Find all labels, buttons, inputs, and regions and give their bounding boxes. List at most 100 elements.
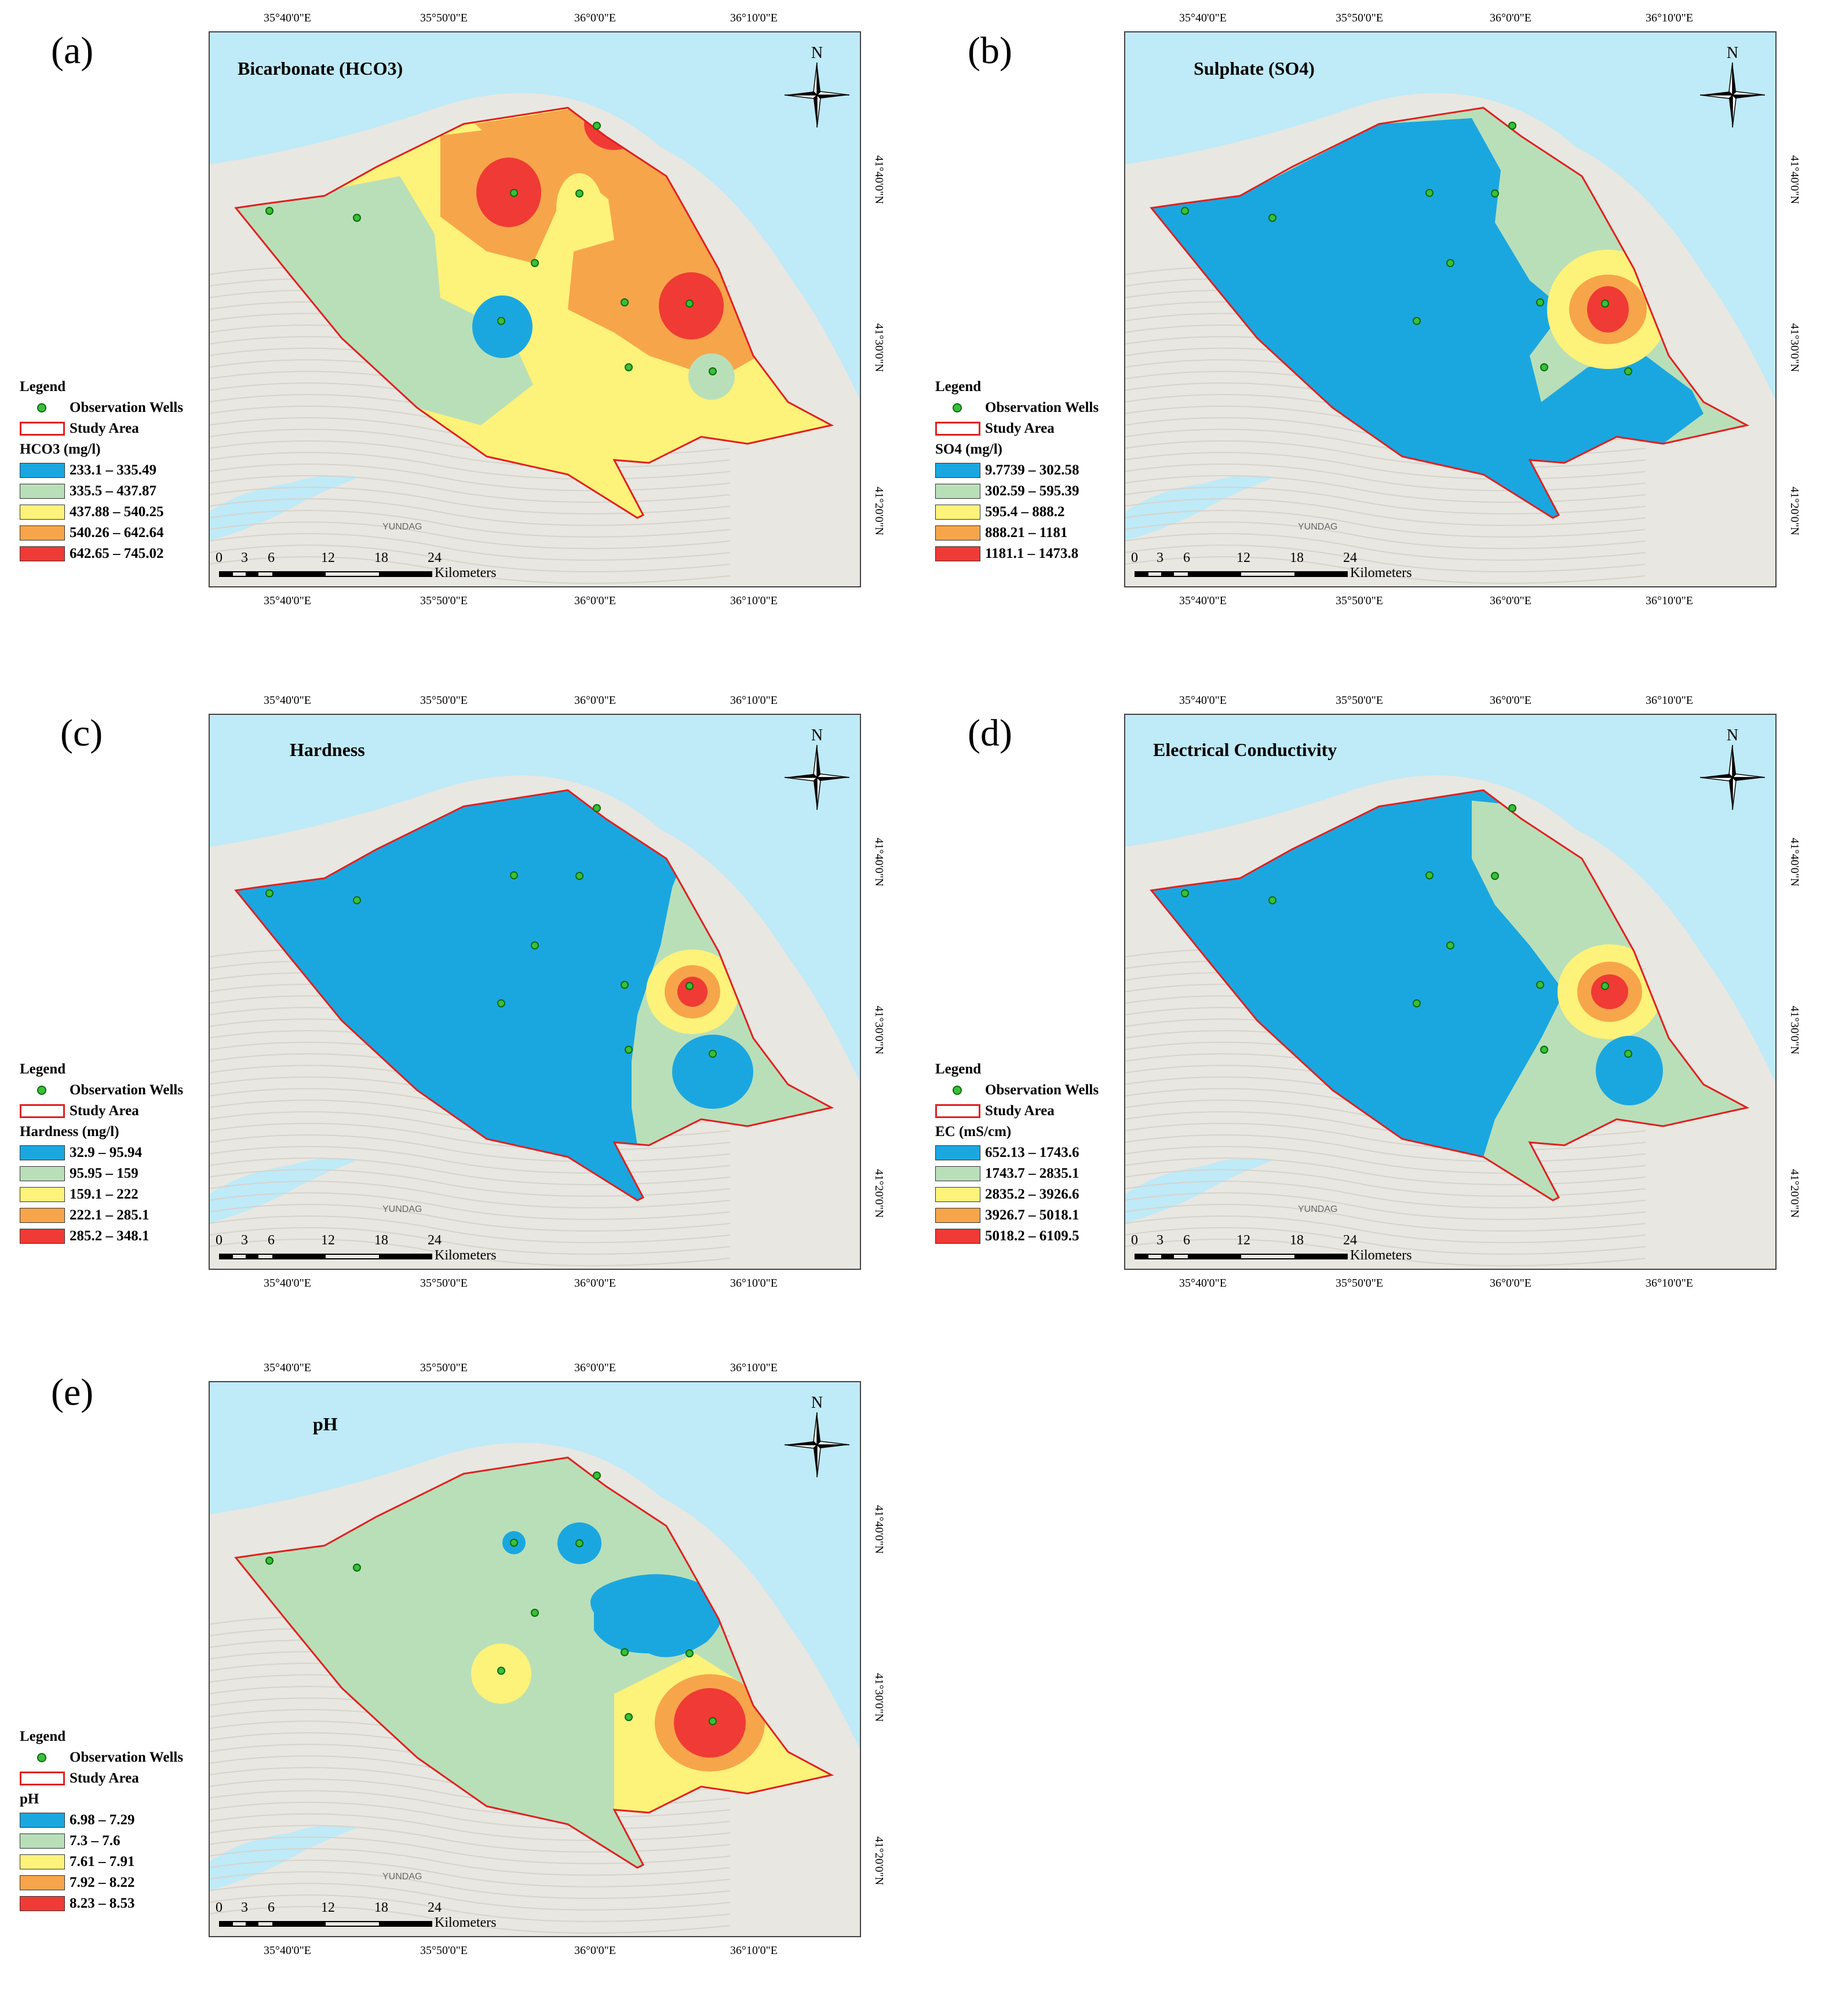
observation-well: [510, 189, 518, 197]
study-area-symbol-icon: [935, 1104, 980, 1118]
observation-well: [1624, 367, 1632, 375]
longitude-label: 36°0'0"E: [574, 12, 616, 24]
observation-well: [510, 1539, 518, 1547]
legend-heading: Legend: [935, 1061, 982, 1077]
legend-study-area: Study Area: [20, 1768, 183, 1789]
scale-tick-label: 0: [1131, 550, 1138, 565]
class-swatch: [20, 1229, 65, 1244]
longitude-label: 36°0'0"E: [574, 1944, 616, 1957]
legend-class-4: 888.21 – 1181: [935, 523, 1099, 543]
scale-tick-label: 24: [1343, 1233, 1357, 1248]
observation-well: [575, 872, 583, 880]
map-legend: Legend Observation Wells Study Area HCO3 (m…: [20, 377, 183, 564]
observation-well: [265, 1557, 273, 1565]
longitude-label: 35°40'0"E: [264, 1944, 311, 1957]
legend-class-3: 2835.2 – 3926.6: [935, 1184, 1099, 1205]
latitude-label: 41°30'0"N: [1788, 323, 1801, 372]
scale-tick-label: 24: [428, 1233, 442, 1248]
sea-area: [209, 714, 861, 1084]
legend-class-4: 7.92 – 8.22: [20, 1872, 183, 1893]
legend-class-2: 302.59 – 595.39: [935, 481, 1099, 502]
map-legend: Legend Observation Wells Study Area SO4 (mg…: [935, 377, 1099, 564]
latitude-label: 41°20'0"N: [1788, 1169, 1801, 1218]
observation-well: [1181, 889, 1189, 897]
observation-well: [1446, 941, 1454, 949]
legend-class-4: 222.1 – 285.1: [20, 1205, 183, 1226]
legend-parameter: Hardness (mg/l): [20, 1124, 119, 1140]
observation-well: [353, 896, 361, 904]
legend-class-2: 1743.7 – 2835.1: [935, 1163, 1099, 1184]
longitude-label: 36°0'0"E: [574, 694, 616, 707]
observation-well: [1413, 999, 1421, 1007]
well-symbol-icon: [37, 1753, 46, 1762]
map-legend: Legend Observation Wells Study Area Hardnes…: [20, 1059, 183, 1247]
observation-well: [709, 367, 717, 375]
longitude-label: 35°50'0"E: [1336, 1277, 1383, 1290]
class-swatch: [935, 1187, 980, 1202]
scale-tick-label: 12: [321, 1900, 335, 1915]
legend-class-1: 9.7739 – 302.58: [935, 460, 1099, 481]
longitude-label: 35°50'0"E: [420, 1361, 468, 1374]
observation-well: [593, 1471, 601, 1480]
scale-tick-label: 3: [1157, 1233, 1163, 1248]
map-svg: YUNDAG N: [1124, 31, 1777, 587]
scale-tick-label: 6: [268, 1233, 275, 1248]
north-label: N: [811, 726, 823, 744]
study-area-boundary: [234, 1456, 834, 1869]
north-arrow-icon: N: [784, 1394, 850, 1478]
study-area-boundary: [234, 107, 834, 519]
study-area-symbol-icon: [935, 422, 980, 436]
longitude-label: 35°40'0"E: [1179, 694, 1227, 707]
mountain-label: YUNDAG: [382, 1204, 422, 1214]
longitude-label: 35°40'0"E: [1179, 1277, 1227, 1290]
class-range-label: 302.59 – 595.39: [985, 483, 1079, 499]
legend-wells-label: Observation Wells: [70, 400, 184, 415]
longitude-label: 35°40'0"E: [264, 694, 311, 707]
scale-tick-label: 3: [241, 1900, 248, 1915]
sea-area: [1124, 31, 1777, 402]
mountain-label: YUNDAG: [382, 1872, 422, 1882]
observation-well: [531, 1609, 539, 1617]
longitude-label: 36°10'0"E: [730, 594, 778, 607]
legend-class-5: 8.23 – 8.53: [20, 1893, 183, 1914]
longitude-label: 36°10'0"E: [730, 1944, 778, 1957]
scale-tick-label: 18: [1290, 1233, 1304, 1248]
latitude-label: 41°30'0"N: [1788, 1006, 1801, 1055]
legend-class-2: 95.95 – 159: [20, 1163, 183, 1184]
class-range-label: 3926.7 – 5018.1: [985, 1207, 1079, 1223]
observation-well: [625, 363, 633, 371]
observation-well: [1540, 1046, 1548, 1054]
observation-well: [593, 804, 601, 812]
longitude-label: 36°0'0"E: [574, 1277, 616, 1290]
zone-class-2: [236, 176, 533, 425]
observation-well: [1536, 981, 1544, 989]
longitude-label: 36°10'0"E: [1646, 594, 1693, 607]
legend-class-5: 5018.2 – 6109.5: [935, 1226, 1099, 1247]
map-svg: YUNDAG N: [209, 1381, 861, 1937]
observation-well: [685, 1649, 694, 1657]
zone-class-5: [1591, 974, 1628, 1009]
observation-well: [1425, 871, 1434, 879]
well-symbol-icon: [37, 1086, 46, 1095]
observation-well: [621, 981, 629, 989]
class-range-label: 540.26 – 642.64: [70, 525, 164, 540]
map-title: Electrical Conductivity: [1153, 739, 1337, 760]
legend-study-label: Study Area: [985, 421, 1055, 436]
scale-unit-label: Kilometers: [435, 1248, 497, 1263]
class-range-label: 7.61 – 7.91: [70, 1854, 135, 1869]
observation-well: [1540, 363, 1548, 371]
longitude-label: 35°50'0"E: [420, 594, 468, 607]
north-arrow-icon: N: [1699, 726, 1766, 810]
zone-class-5: [476, 158, 541, 227]
legend-parameter: pH: [20, 1791, 39, 1807]
well-symbol-icon: [953, 1086, 962, 1095]
scale-tick-label: 3: [1157, 550, 1163, 565]
scale-unit-label: Kilometers: [1350, 565, 1412, 580]
class-swatch: [20, 1896, 65, 1911]
longitude-label: 35°50'0"E: [420, 1944, 468, 1957]
class-range-label: 32.9 – 95.94: [70, 1145, 142, 1160]
class-range-label: 1181.1 – 1473.8: [985, 546, 1079, 561]
observation-well: [1601, 982, 1609, 990]
map-frame: YUNDAG N: [1124, 714, 1777, 1270]
observation-well: [1601, 300, 1609, 308]
